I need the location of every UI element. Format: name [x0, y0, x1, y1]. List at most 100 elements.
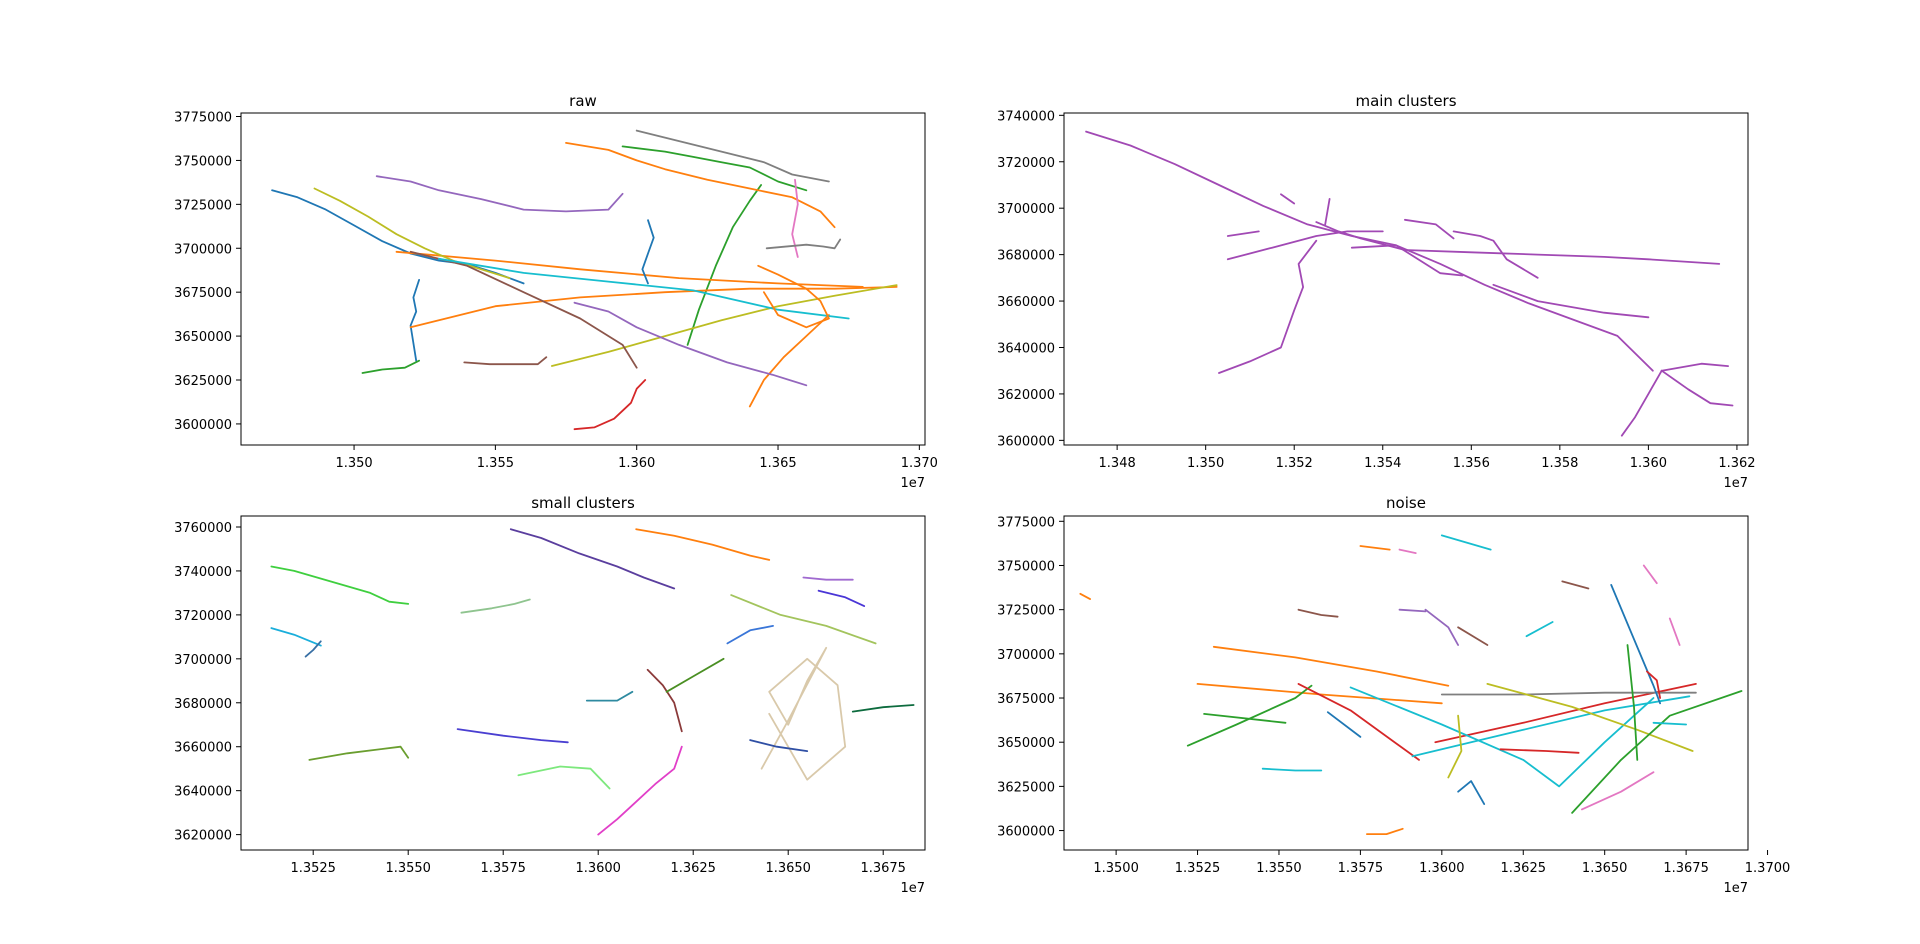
series-line-11 — [517, 765, 611, 790]
series-line-2 — [1660, 369, 1734, 407]
x-tick-label: 1.370 — [901, 456, 938, 471]
series-line-1 — [270, 627, 322, 647]
x-tick-label: 1.360 — [618, 456, 655, 471]
series-line-27 — [1326, 711, 1362, 738]
x-tick-label: 1.3550 — [385, 861, 431, 876]
series-line-13 — [1486, 683, 1694, 752]
y-tick-label: 3640000 — [997, 341, 1055, 356]
y-tick-label: 3750000 — [174, 154, 232, 169]
series-line-30 — [1646, 670, 1661, 699]
series-line-4 — [509, 528, 676, 590]
series-line-15 — [1610, 584, 1661, 705]
x-tick-label: 1.358 — [1541, 456, 1578, 471]
series-line-11 — [1280, 193, 1296, 205]
series-line-19 — [1261, 767, 1323, 772]
series-line-9 — [665, 657, 725, 693]
y-tick-label: 3600000 — [997, 434, 1055, 449]
series-line-16 — [726, 625, 774, 645]
series-line-7 — [1203, 713, 1287, 724]
y-tick-label: 3740000 — [174, 565, 232, 580]
x-tick-label: 1.362 — [1718, 456, 1755, 471]
series-line-20 — [1499, 748, 1580, 754]
series-line-5 — [635, 528, 771, 561]
x-tick-label: 1.350 — [1187, 456, 1224, 471]
series-line-17 — [585, 690, 634, 702]
series-line-26 — [1457, 780, 1486, 805]
y-tick-label: 3720000 — [997, 156, 1055, 171]
series-line-14 — [463, 356, 548, 366]
x-tick-label: 1.350 — [335, 456, 372, 471]
x-tick-label: 1.354 — [1364, 456, 1401, 471]
series-line-8 — [565, 141, 836, 229]
y-tick-label: 3620000 — [997, 388, 1055, 403]
series-line-31 — [1642, 564, 1658, 585]
series-line-6 — [1226, 230, 1384, 261]
y-tick-label: 3625000 — [174, 374, 232, 389]
series-line-22 — [1398, 608, 1427, 613]
y-tick-label: 3700000 — [174, 242, 232, 257]
y-tick-label: 3740000 — [997, 109, 1055, 124]
series-group — [270, 528, 915, 836]
series-line-6 — [760, 646, 847, 781]
y-tick-label: 3700000 — [997, 202, 1055, 217]
series-line-2 — [375, 175, 624, 213]
series-group — [271, 129, 898, 431]
series-group — [1079, 534, 1743, 835]
x-offset-label: 1e7 — [900, 881, 925, 896]
series-line-18 — [1366, 827, 1404, 835]
series-line-7 — [635, 129, 830, 183]
series-line-6 — [1186, 684, 1313, 747]
x-tick-label: 1.356 — [1453, 456, 1490, 471]
y-tick-label: 3600000 — [174, 418, 232, 433]
panel-title: small clusters — [531, 494, 635, 512]
y-tick-label: 3660000 — [174, 741, 232, 756]
series-line-33 — [1668, 617, 1681, 646]
series-line-14 — [460, 598, 531, 614]
series-line-11 — [1411, 695, 1691, 758]
y-tick-label: 3775000 — [174, 111, 232, 126]
series-line-21 — [641, 219, 655, 285]
series-line-12 — [313, 187, 511, 280]
series-line-0 — [1079, 592, 1091, 600]
y-tick-label: 3680000 — [174, 697, 232, 712]
series-line-3 — [1440, 534, 1492, 551]
series-line-19 — [757, 264, 830, 329]
series-line-10 — [456, 728, 569, 744]
y-tick-label: 3760000 — [174, 521, 232, 536]
y-tick-label: 3750000 — [997, 559, 1055, 574]
series-line-13 — [1404, 218, 1455, 240]
panel-title: main clusters — [1355, 92, 1456, 110]
series-line-19 — [817, 589, 866, 607]
series-line-32 — [1652, 721, 1687, 726]
series-line-8 — [1297, 683, 1420, 761]
x-offset-label: 1e7 — [900, 476, 925, 491]
series-line-14 — [1571, 690, 1743, 814]
y-tick-label: 3650000 — [997, 736, 1055, 751]
x-tick-label: 1.3625 — [1501, 861, 1547, 876]
series-line-16 — [437, 257, 850, 320]
x-tick-label: 1.352 — [1276, 456, 1313, 471]
y-tick-label: 3720000 — [174, 609, 232, 624]
x-tick-label: 1.355 — [477, 456, 514, 471]
x-tick-label: 1.3600 — [575, 861, 621, 876]
y-tick-label: 3660000 — [997, 295, 1055, 310]
series-line-20 — [573, 301, 808, 387]
series-line-8 — [1452, 230, 1539, 279]
series-line-25 — [1457, 626, 1489, 646]
panel-main-clusters: main clusters 1e7 1.348 1.350 1.352 1.354 1.… — [997, 92, 1755, 491]
y-tick-label: 3680000 — [997, 249, 1055, 264]
panel-raw: raw 1e7 1.350 1.355 1.360 1.365 1.370 3600000… — [174, 92, 938, 491]
series-line-7 — [1350, 244, 1464, 277]
axes-frame — [240, 515, 926, 851]
series-line-5 — [621, 145, 808, 192]
x-tick-label: 1.3575 — [1338, 861, 1384, 876]
series-line-12 — [851, 704, 915, 713]
series-line-11 — [748, 314, 830, 408]
axes-frame — [240, 112, 926, 446]
series-line-3 — [573, 379, 647, 431]
series-line-6 — [686, 184, 762, 346]
series-line-13 — [551, 284, 898, 367]
x-tick-label: 1.3675 — [860, 861, 906, 876]
y-tick-label: 3625000 — [997, 780, 1055, 795]
